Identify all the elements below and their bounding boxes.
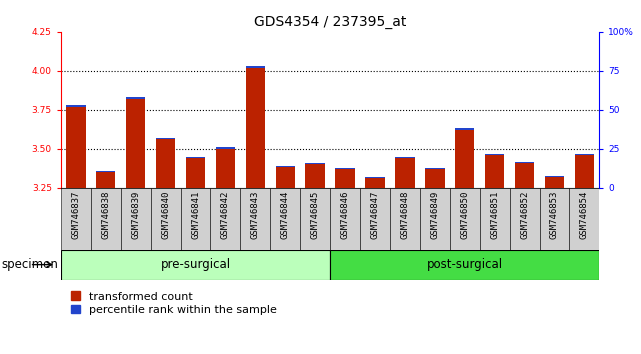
Legend: transformed count, percentile rank within the sample: transformed count, percentile rank withi… [67, 287, 281, 319]
Bar [156, 138, 176, 139]
Bar [126, 99, 146, 188]
Bar [485, 155, 504, 188]
Text: GSM746842: GSM746842 [221, 191, 230, 239]
FancyBboxPatch shape [300, 188, 330, 250]
Bar [126, 97, 146, 99]
Bar [66, 107, 86, 188]
Bar [485, 154, 504, 155]
Bar [186, 157, 205, 158]
Bar [96, 172, 115, 188]
Bar [306, 163, 325, 164]
FancyBboxPatch shape [569, 188, 599, 250]
Bar [156, 139, 176, 188]
Bar [395, 158, 415, 188]
Bar [425, 169, 445, 188]
FancyBboxPatch shape [330, 250, 599, 280]
FancyBboxPatch shape [420, 188, 450, 250]
FancyBboxPatch shape [91, 188, 121, 250]
Bar [276, 167, 295, 188]
FancyBboxPatch shape [479, 188, 510, 250]
Bar [515, 163, 535, 188]
FancyBboxPatch shape [240, 188, 271, 250]
Text: GSM746852: GSM746852 [520, 191, 529, 239]
Bar [425, 168, 445, 169]
FancyBboxPatch shape [540, 188, 569, 250]
FancyBboxPatch shape [271, 188, 300, 250]
Text: GSM746838: GSM746838 [101, 191, 110, 239]
Bar [246, 66, 265, 68]
Text: GSM746841: GSM746841 [191, 191, 200, 239]
FancyBboxPatch shape [121, 188, 151, 250]
FancyBboxPatch shape [450, 188, 479, 250]
Bar [365, 178, 385, 188]
Text: GSM746839: GSM746839 [131, 191, 140, 239]
Text: GSM746848: GSM746848 [401, 191, 410, 239]
Text: GSM746840: GSM746840 [161, 191, 170, 239]
Bar [335, 169, 355, 188]
Bar [575, 154, 594, 155]
FancyBboxPatch shape [510, 188, 540, 250]
Text: GSM746849: GSM746849 [430, 191, 439, 239]
Bar [365, 177, 385, 178]
Text: GSM746853: GSM746853 [550, 191, 559, 239]
Bar [276, 166, 295, 167]
Bar [215, 149, 235, 188]
Text: GSM746850: GSM746850 [460, 191, 469, 239]
Bar [215, 147, 235, 149]
Bar [96, 171, 115, 172]
Text: GSM746851: GSM746851 [490, 191, 499, 239]
Bar [246, 68, 265, 188]
FancyBboxPatch shape [360, 188, 390, 250]
FancyBboxPatch shape [330, 188, 360, 250]
FancyBboxPatch shape [151, 188, 181, 250]
Text: GSM746854: GSM746854 [580, 191, 589, 239]
Bar [545, 177, 564, 188]
FancyBboxPatch shape [61, 188, 91, 250]
Bar [306, 164, 325, 188]
Text: specimen: specimen [1, 258, 58, 271]
Text: GSM746844: GSM746844 [281, 191, 290, 239]
Text: GSM746843: GSM746843 [251, 191, 260, 239]
Bar [545, 176, 564, 177]
Bar [186, 158, 205, 188]
FancyBboxPatch shape [390, 188, 420, 250]
Bar [515, 162, 535, 163]
Bar [66, 105, 86, 107]
Bar [455, 129, 474, 130]
FancyBboxPatch shape [61, 250, 330, 280]
Text: GSM746845: GSM746845 [311, 191, 320, 239]
FancyBboxPatch shape [210, 188, 240, 250]
Text: GSM746837: GSM746837 [71, 191, 80, 239]
Bar [335, 168, 355, 169]
Text: post-surgical: post-surgical [427, 258, 503, 271]
Bar [455, 130, 474, 188]
Text: GSM746846: GSM746846 [340, 191, 349, 239]
Bar [575, 155, 594, 188]
Text: pre-surgical: pre-surgical [160, 258, 231, 271]
FancyBboxPatch shape [181, 188, 210, 250]
Title: GDS4354 / 237395_at: GDS4354 / 237395_at [254, 16, 406, 29]
Text: GSM746847: GSM746847 [370, 191, 379, 239]
Bar [395, 157, 415, 158]
